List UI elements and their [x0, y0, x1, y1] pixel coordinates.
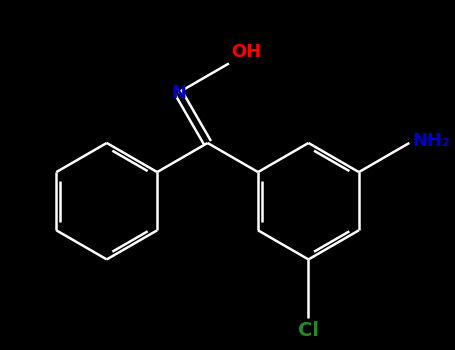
Text: OH: OH	[231, 43, 261, 61]
Text: Cl: Cl	[298, 321, 319, 340]
Text: N: N	[171, 84, 186, 101]
Text: NH₂: NH₂	[412, 132, 450, 150]
